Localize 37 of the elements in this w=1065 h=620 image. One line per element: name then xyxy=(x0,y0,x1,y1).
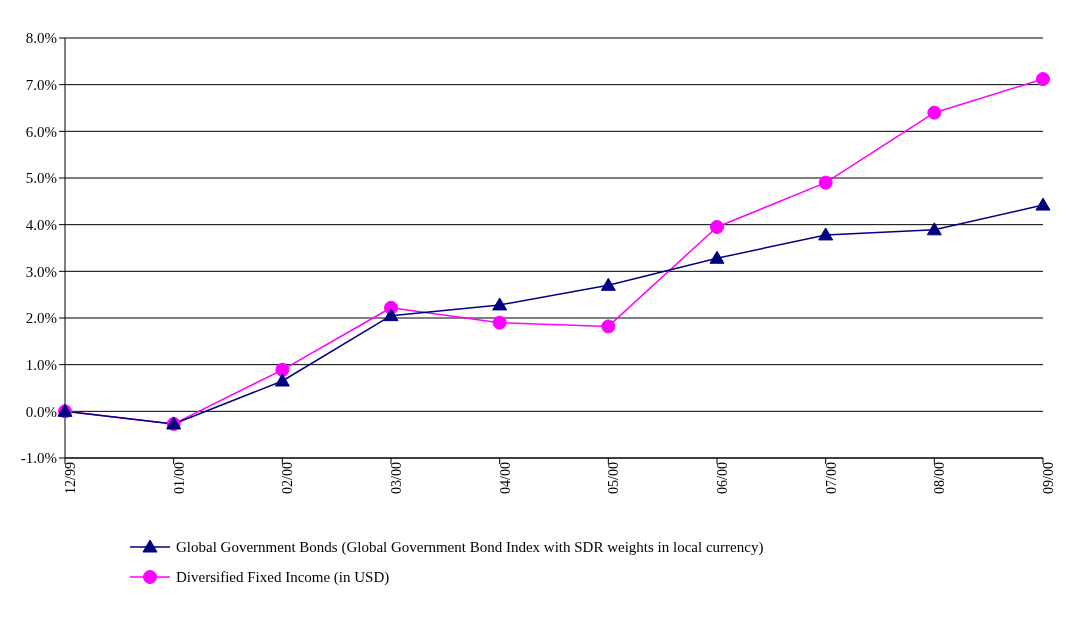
x-tick-label: 07/00 xyxy=(823,462,839,494)
y-tick-label: 8.0% xyxy=(25,30,57,47)
x-tick-label: 09/00 xyxy=(1040,462,1056,494)
point xyxy=(1036,72,1050,87)
point xyxy=(601,319,616,334)
x-tick-label: 02/00 xyxy=(280,462,296,494)
point xyxy=(383,308,399,322)
x-tick-label: 03/00 xyxy=(388,462,404,494)
point xyxy=(492,315,507,330)
y-tick-label: 0.0% xyxy=(25,403,57,420)
legend-label: Diversified Fixed Income (in USD) xyxy=(176,568,390,586)
x-tick-label: 06/00 xyxy=(714,462,730,494)
legend-label: Global Government Bonds (Global Government Bond Index with SDR weights in local currency) xyxy=(176,538,764,556)
point xyxy=(275,362,290,377)
point xyxy=(818,175,833,190)
point xyxy=(927,105,942,120)
x-tick-label: 12/99 xyxy=(62,462,78,494)
point xyxy=(1035,197,1051,211)
point xyxy=(818,227,834,241)
point xyxy=(709,250,725,264)
point xyxy=(710,220,724,234)
point xyxy=(600,277,616,291)
x-tick-label: 01/00 xyxy=(171,462,187,494)
y-tick-label: 7.0% xyxy=(25,76,57,93)
y-tick-label: 5.0% xyxy=(25,170,57,187)
y-tick-label: 2.0% xyxy=(25,310,57,327)
x-tick-label: 04/00 xyxy=(497,462,513,494)
y-tick-label: -1.0% xyxy=(20,450,57,467)
y-tick-label: 3.0% xyxy=(25,263,57,280)
y-tick-label: 6.0% xyxy=(25,123,57,140)
point xyxy=(274,373,290,387)
x-tick-label: 05/00 xyxy=(606,462,622,494)
y-tick-label: 1.0% xyxy=(25,356,57,373)
point xyxy=(926,222,942,236)
x-tick-label: 08/00 xyxy=(932,462,948,494)
point xyxy=(492,297,508,311)
y-tick-label: 4.0% xyxy=(25,216,57,233)
